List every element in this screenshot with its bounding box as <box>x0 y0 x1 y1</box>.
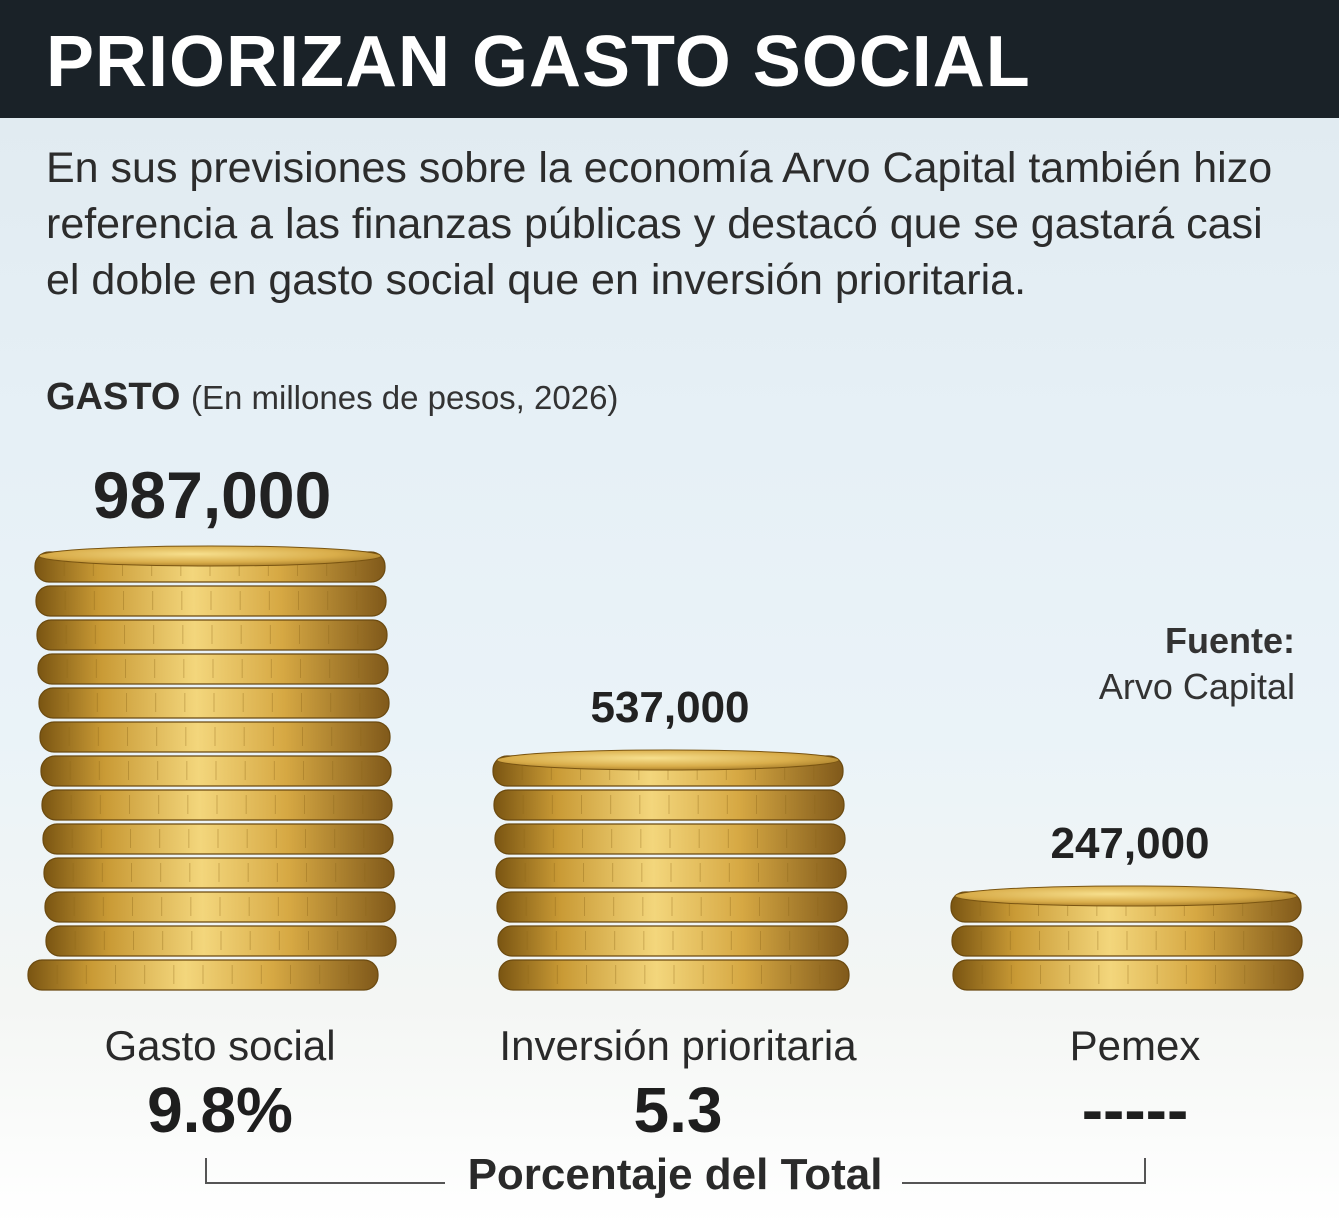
source-name: Arvo Capital <box>1098 666 1295 707</box>
header-bar: PRIORIZAN GASTO SOCIAL <box>0 0 1339 118</box>
bracket-right <box>902 1158 1146 1184</box>
percent-label: ----- <box>1082 1074 1189 1146</box>
category-label: Inversión prioritaria <box>499 1022 857 1069</box>
value-label: 247,000 <box>1050 819 1209 868</box>
bracket-left <box>205 1158 445 1184</box>
footer-label: Porcentaje del Total <box>467 1150 883 1199</box>
chart-unit: (En millones de pesos, 2026) <box>191 379 619 416</box>
chart-title: GASTO <box>46 376 181 418</box>
value-label: 537,000 <box>590 683 749 732</box>
bar-stack <box>950 885 1304 991</box>
category-label: Gasto social <box>104 1022 335 1069</box>
percent-label: 9.8% <box>147 1074 293 1146</box>
source-note: Fuente: Arvo Capital <box>1099 618 1295 710</box>
source-label: Fuente: <box>1165 620 1295 661</box>
intro-paragraph: En sus previsiones sobre la economía Arv… <box>46 144 1273 304</box>
value-label: 987,000 <box>93 458 332 532</box>
chart-subtitle: GASTO (En millones de pesos, 2026) <box>46 376 618 419</box>
percent-label: 5.3 <box>634 1074 723 1146</box>
category-label: Pemex <box>1070 1022 1201 1069</box>
page-title: PRIORIZAN GASTO SOCIAL <box>46 22 1031 102</box>
bar-stack <box>27 545 397 991</box>
bar-stack <box>492 749 850 991</box>
